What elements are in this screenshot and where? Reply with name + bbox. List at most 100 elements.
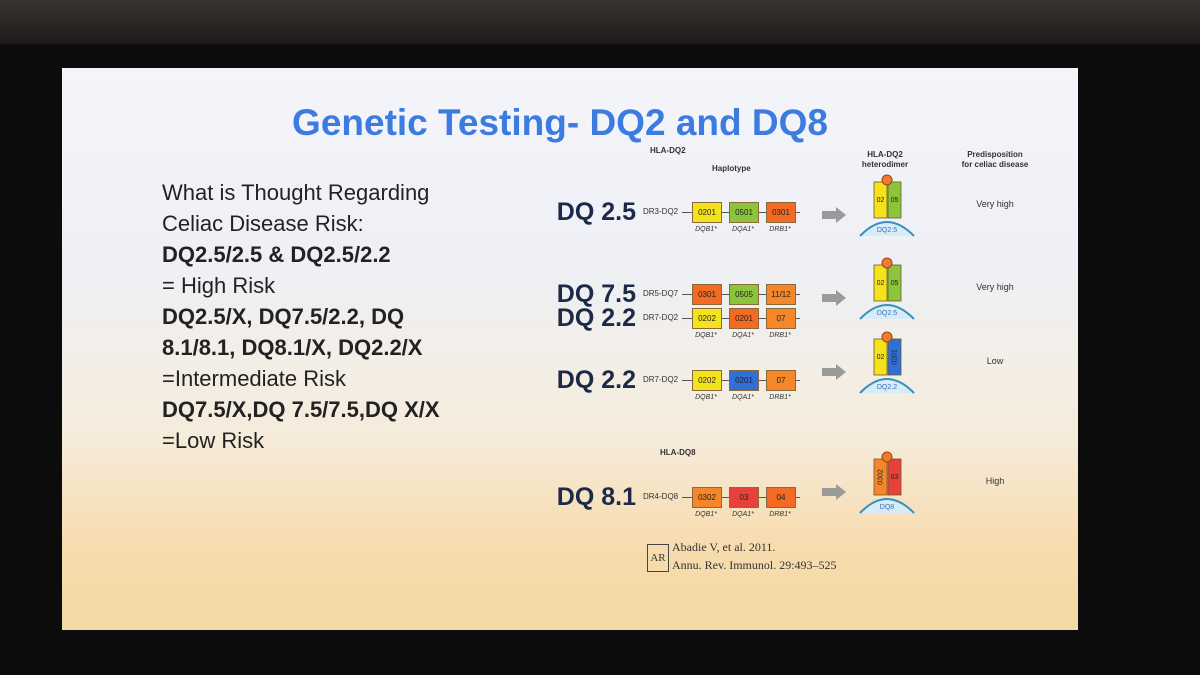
risk-line: Celiac Disease Risk:: [162, 211, 364, 236]
column-header: for celiac disease: [961, 160, 1029, 169]
genotype-label: DQ 2.2: [556, 366, 636, 394]
gene-box: 07: [766, 370, 796, 391]
gene-label: DRB1*: [769, 332, 791, 339]
section-header: HLA-DQ2: [650, 146, 686, 155]
chain: [873, 181, 888, 219]
ceiling: [0, 0, 1200, 44]
gene-label: DQA1*: [732, 226, 754, 233]
dimer-label: DQ8: [880, 504, 895, 511]
citation: Abadie V, et al. 2011.: [672, 540, 776, 554]
gene-label: DRB1*: [769, 511, 791, 518]
risk-line: =Low Risk: [162, 428, 265, 453]
gene-box: 0201: [729, 308, 759, 329]
gene-label: DQB1*: [695, 332, 717, 339]
gene-box: 03: [729, 487, 759, 508]
gene-label: DQB1*: [695, 226, 717, 233]
column-header: Haplotype: [712, 164, 751, 173]
gene-box: 11/12: [766, 284, 796, 305]
chain-label: 05: [891, 197, 899, 204]
haplotype-name: DR7-DQ2: [643, 313, 679, 322]
chain-label: 0302: [877, 469, 884, 485]
chain-label: 02: [877, 354, 885, 361]
chain-label: 02: [877, 280, 885, 287]
arrow: [822, 294, 836, 302]
dimer-label: DQ2.5: [877, 227, 897, 234]
risk-line: DQ2.5/X, DQ7.5/2.2, DQ: [162, 304, 405, 329]
peptide: [881, 257, 893, 269]
arrow-head: [836, 207, 846, 223]
genotype-label: DQ 2.5: [556, 198, 636, 226]
gene-box: 04: [766, 487, 796, 508]
slide-title: Genetic Testing- DQ2 and DQ8: [292, 102, 828, 143]
gene-box: 0501: [729, 202, 759, 223]
genotype-label: DQ 2.2: [556, 304, 636, 332]
peptide: [881, 451, 893, 463]
gene-label: DQB1*: [695, 394, 717, 401]
gene-box: 0202: [692, 308, 722, 329]
haplotype-name: DR5-DQ7: [643, 289, 679, 298]
gene-box: 0201: [729, 370, 759, 391]
genotype-label: DQ 7.5: [556, 280, 636, 308]
risk-line: =Intermediate Risk: [162, 366, 347, 391]
gene-box: 0505: [729, 284, 759, 305]
gene-box: 0201: [692, 202, 722, 223]
haplotype-name: DR4-DQ8: [643, 492, 679, 501]
heterodimer: 02 0201 DQ2.2: [859, 331, 915, 394]
chain: [873, 338, 888, 376]
chain: [873, 264, 888, 302]
haplotype-name: DR3-DQ2: [643, 207, 679, 216]
chain: [887, 181, 902, 219]
gene-label: DQA1*: [732, 394, 754, 401]
arrow: [822, 211, 836, 219]
dimer-label: DQ2.5: [877, 310, 897, 317]
arrow-head: [836, 290, 846, 306]
chain: [873, 458, 888, 496]
citation-logo: AR: [647, 544, 669, 572]
chain-label: 0201: [891, 349, 898, 365]
citation: Annu. Rev. Immunol. 29:493–525: [672, 558, 837, 572]
gene-box: 07: [766, 308, 796, 329]
gene-label: DRB1*: [769, 226, 791, 233]
risk-level: Low: [986, 356, 1004, 366]
column-header: HLA-DQ2: [867, 150, 903, 159]
column-header: Predisposition: [967, 150, 1023, 159]
section-header: HLA-DQ8: [660, 448, 696, 457]
membrane: [859, 304, 915, 320]
risk-line: What is Thought Regarding: [162, 180, 430, 205]
heterodimer: 02 05 DQ2.5: [859, 257, 915, 320]
risk-line: DQ7.5/X,DQ 7.5/7.5,DQ X/X: [162, 397, 440, 422]
arrow: [822, 368, 836, 376]
slide: [62, 68, 1078, 630]
chain: [887, 458, 902, 496]
risk-level: High: [985, 476, 1005, 486]
peptide: [881, 331, 893, 343]
chain-label: 02: [877, 197, 885, 204]
peptide: [881, 174, 893, 186]
risk-line: 8.1/8.1, DQ8.1/X, DQ2.2/X: [162, 335, 423, 360]
chain-label: 05: [891, 280, 899, 287]
arrow-head: [836, 484, 846, 500]
column-header: heterodimer: [861, 160, 909, 169]
risk-level: Very high: [976, 199, 1014, 209]
gene-label: DQA1*: [732, 511, 754, 518]
dimer-label: DQ2.2: [877, 384, 897, 391]
gene-box: 0302: [692, 487, 722, 508]
arrow: [822, 488, 836, 496]
haplotype-name: DR7-DQ2: [643, 375, 679, 384]
heterodimer: 02 05 DQ2.5: [859, 174, 915, 237]
gene-box: 0301: [766, 202, 796, 223]
gene-box: 0202: [692, 370, 722, 391]
chain-label: 03: [891, 474, 899, 481]
membrane: [859, 378, 915, 394]
gene-label: DQA1*: [732, 332, 754, 339]
chain: [887, 264, 902, 302]
arrow-head: [836, 364, 846, 380]
chain: [887, 338, 902, 376]
gene-label: DQB1*: [695, 511, 717, 518]
genotype-label: DQ 8.1: [556, 483, 636, 511]
membrane: [859, 498, 915, 514]
gene-box: 0301: [692, 284, 722, 305]
gene-label: DRB1*: [769, 394, 791, 401]
risk-line: DQ2.5/2.5 & DQ2.5/2.2: [162, 242, 391, 267]
